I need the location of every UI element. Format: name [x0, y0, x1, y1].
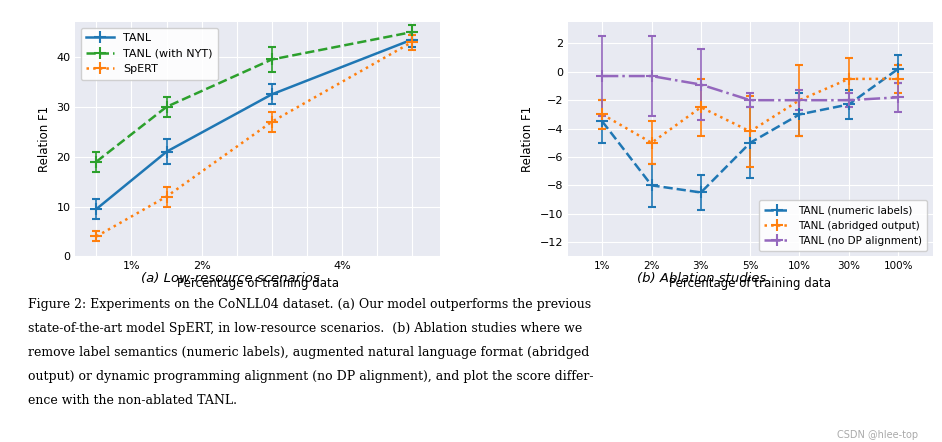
Text: (a) Low-resource scenarios: (a) Low-resource scenarios [141, 272, 320, 285]
Legend: TANL (numeric labels), TANL (abridged output), TANL (no DP alignment): TANL (numeric labels), TANL (abridged ou… [758, 200, 927, 251]
Y-axis label: Relation F1: Relation F1 [38, 106, 51, 172]
Text: (b) Ablation studies: (b) Ablation studies [637, 272, 767, 285]
X-axis label: Percentage of training data: Percentage of training data [669, 277, 831, 290]
Text: ence with the non-ablated TANL.: ence with the non-ablated TANL. [28, 394, 237, 407]
X-axis label: Percentage of training data: Percentage of training data [177, 277, 339, 290]
Text: state-of-the-art model SpERT, in low-resource scenarios.  (b) Ablation studies w: state-of-the-art model SpERT, in low-res… [28, 322, 582, 335]
Legend: TANL, TANL (with NYT), SpERT: TANL, TANL (with NYT), SpERT [81, 28, 219, 80]
Y-axis label: Relation F1: Relation F1 [521, 106, 534, 172]
Text: remove label semantics (numeric labels), augmented natural language format (abri: remove label semantics (numeric labels),… [28, 346, 590, 359]
Text: CSDN @hlee-top: CSDN @hlee-top [837, 430, 918, 440]
Text: output) or dynamic programming alignment (no DP alignment), and plot the score d: output) or dynamic programming alignment… [28, 370, 593, 383]
Text: Figure 2: Experiments on the CoNLL04 dataset. (a) Our model outperforms the prev: Figure 2: Experiments on the CoNLL04 dat… [28, 298, 592, 311]
